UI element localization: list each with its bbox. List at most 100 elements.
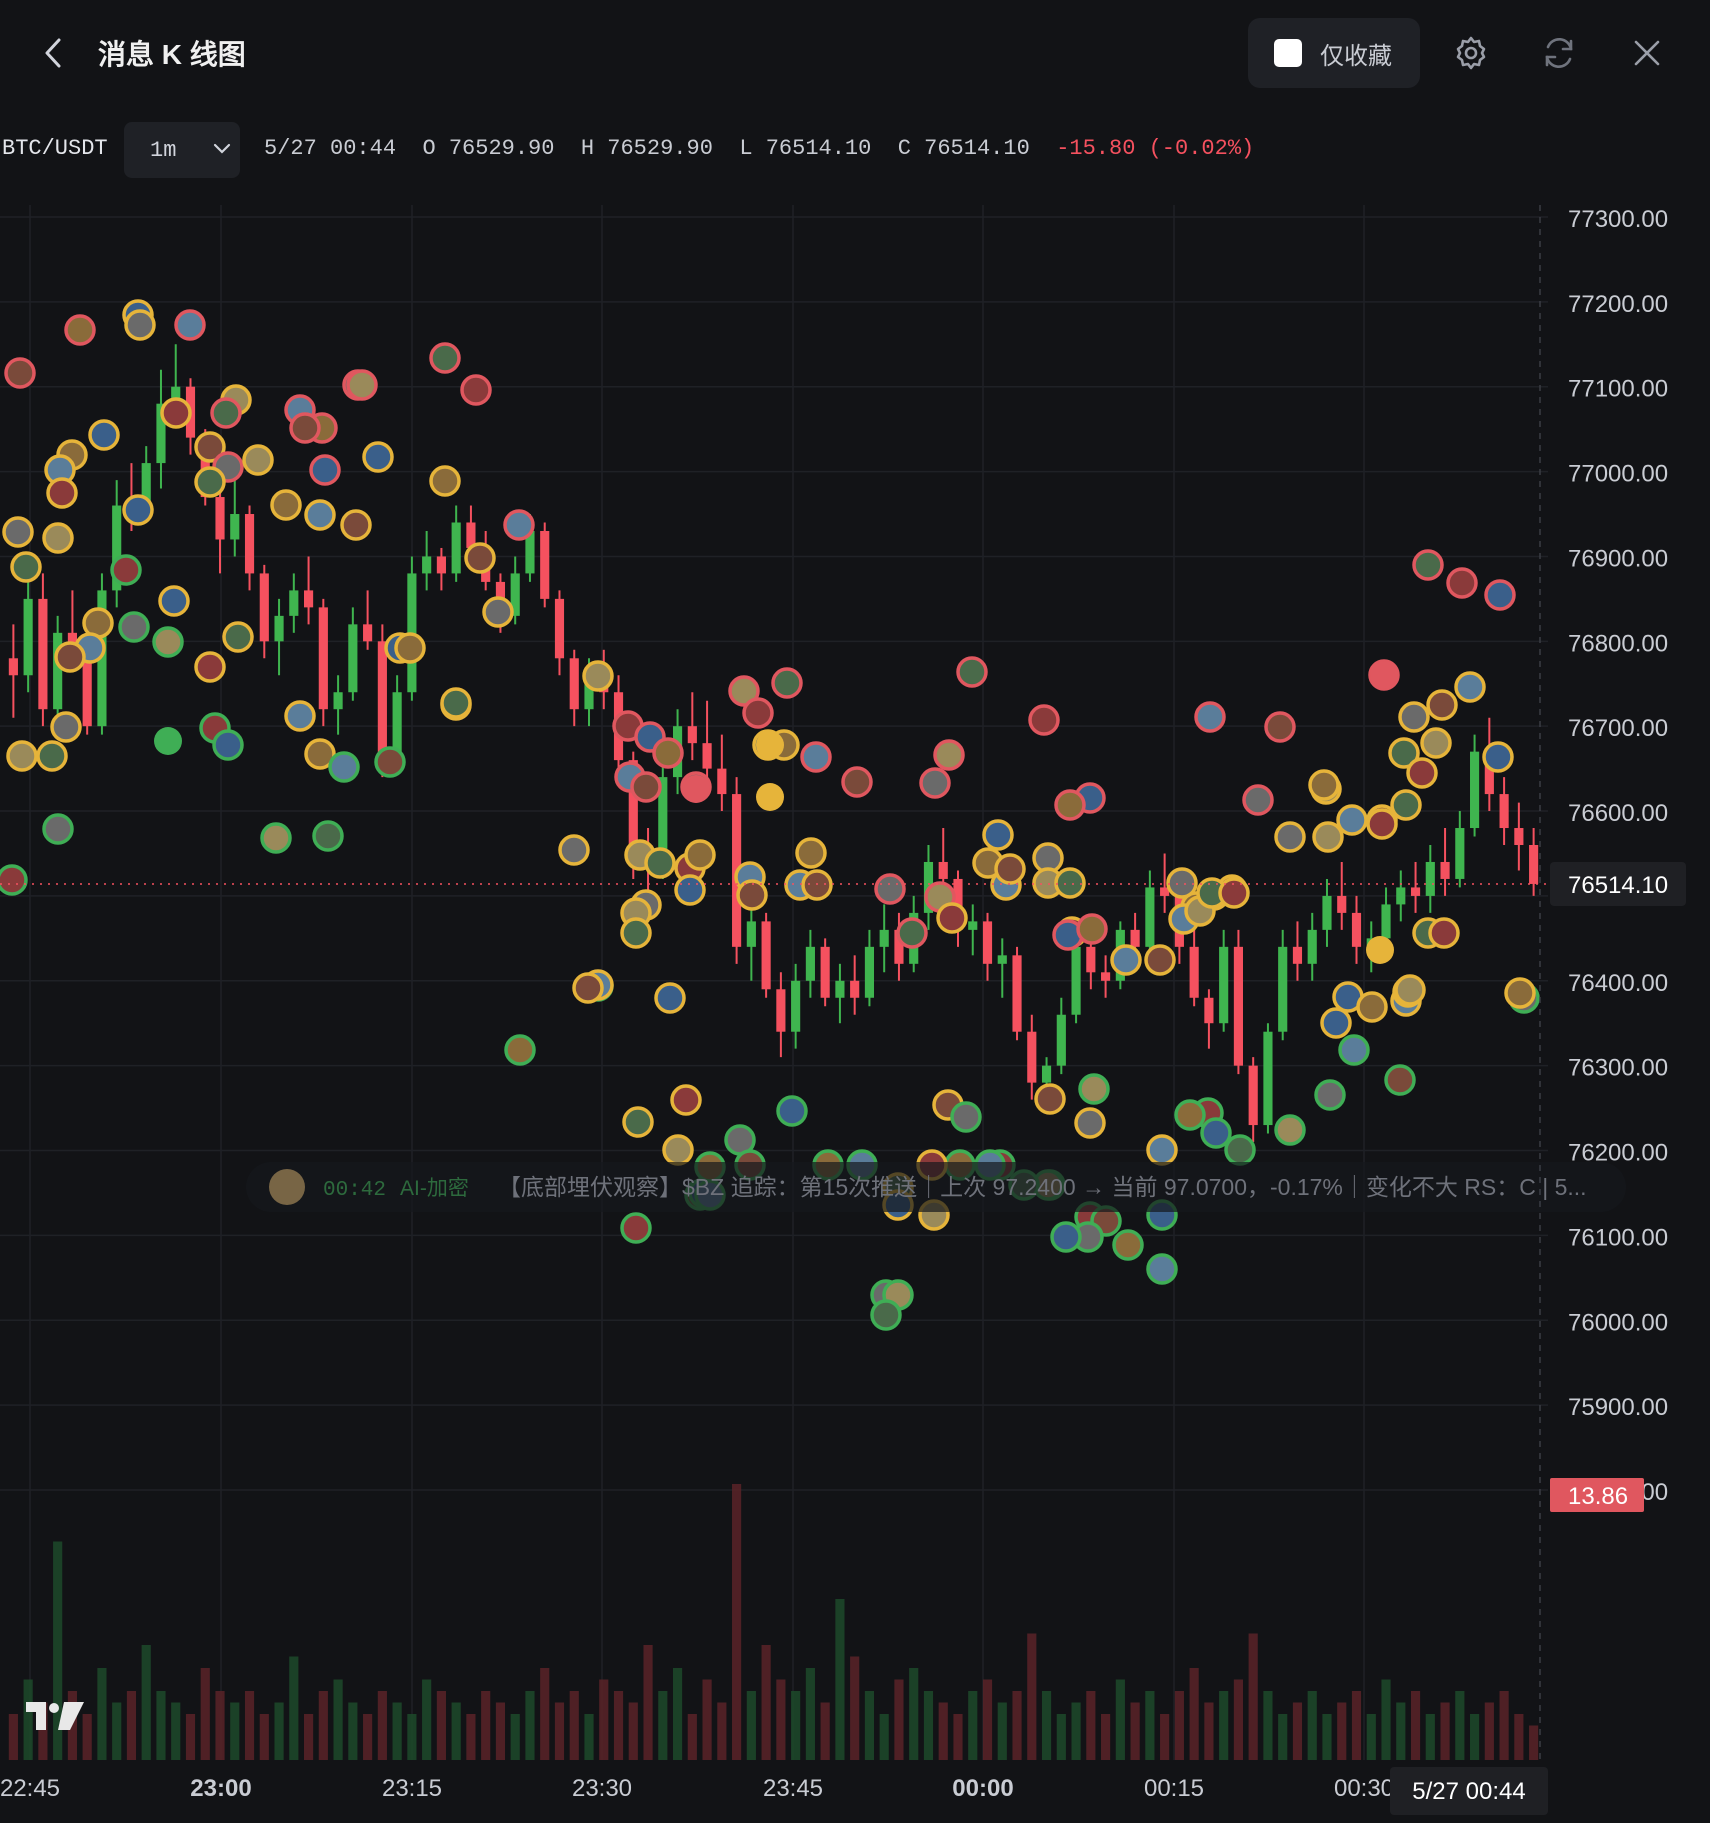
news-marker-avatar-icon[interactable] [1054,789,1086,821]
news-marker-avatar-icon[interactable] [1034,1083,1066,1115]
news-marker-avatar-icon[interactable] [662,1134,694,1166]
news-marker-avatar-icon[interactable] [2,516,34,548]
news-marker-avatar-icon[interactable] [42,522,74,554]
news-marker-avatar-icon[interactable] [1050,1221,1082,1253]
news-marker-dot[interactable] [154,727,182,755]
news-marker-avatar-icon[interactable] [558,834,590,866]
news-marker-avatar-icon[interactable] [936,902,968,934]
news-marker-avatar-icon[interactable] [654,982,686,1014]
news-marker-avatar-icon[interactable] [620,1212,652,1244]
news-marker-avatar-icon[interactable] [1028,704,1060,736]
news-marker-avatar-icon[interactable] [1146,1134,1178,1166]
news-marker-avatar-icon[interactable] [194,466,226,498]
news-marker-avatar-icon[interactable] [289,412,321,444]
news-marker-avatar-icon[interactable] [124,309,156,341]
news-marker-avatar-icon[interactable] [644,847,676,879]
news-marker-avatar-icon[interactable] [1366,808,1398,840]
news-marker-avatar-icon[interactable] [874,873,906,905]
news-marker-avatar-icon[interactable] [1054,867,1086,899]
news-marker-avatar-icon[interactable] [194,651,226,683]
news-marker-avatar-icon[interactable] [503,509,535,541]
news-marker-avatar-icon[interactable] [328,751,360,783]
news-marker-avatar-icon[interactable] [1308,769,1340,801]
time-axis[interactable]: 22:45 23:00 23:15 23:30 23:45 00:00 00:15 00:30 [0,1775,1394,1802]
news-marker-avatar-icon[interactable] [1224,1134,1256,1166]
news-marker-avatar-icon[interactable] [1336,804,1368,836]
news-marker-avatar-icon[interactable] [152,626,184,658]
news-marker-avatar-icon[interactable] [1504,977,1536,1009]
news-marker-avatar-icon[interactable] [504,1034,536,1066]
news-marker-avatar-icon[interactable] [309,454,341,486]
news-marker-avatar-icon[interactable] [374,746,406,778]
news-marker-avatar-icon[interactable] [362,441,394,473]
news-marker-avatar-icon[interactable] [440,687,472,719]
news-marker-avatar-icon[interactable] [194,431,226,463]
news-marker-avatar-icon[interactable] [1454,671,1486,703]
news-marker-avatar-icon[interactable] [1174,1099,1206,1131]
news-marker-avatar-icon[interactable] [88,419,120,451]
news-marker-avatar-icon[interactable] [670,1084,702,1116]
news-marker-dot[interactable] [756,731,784,759]
news-marker-avatar-icon[interactable] [1412,549,1444,581]
news-marker-avatar-icon[interactable] [118,611,150,643]
news-marker-avatar-icon[interactable] [1144,944,1176,976]
news-marker-avatar-icon[interactable] [1406,757,1438,789]
news-marker-avatar-icon[interactable] [582,660,614,692]
news-marker-avatar-icon[interactable] [242,444,274,476]
news-marker-avatar-icon[interactable] [0,864,28,896]
news-marker-avatar-icon[interactable] [1112,1229,1144,1261]
news-marker-avatar-icon[interactable] [1394,974,1426,1006]
close-button[interactable] [1624,30,1670,76]
news-marker-avatar-icon[interactable] [304,499,336,531]
news-marker-avatar-icon[interactable] [260,822,292,854]
news-marker-avatar-icon[interactable] [464,542,496,574]
news-marker-avatar-icon[interactable] [36,740,68,772]
news-marker-avatar-icon[interactable] [158,585,190,617]
news-marker-avatar-icon[interactable] [460,374,492,406]
news-marker-avatar-icon[interactable] [210,397,242,429]
news-marker-avatar-icon[interactable] [1274,1114,1306,1146]
news-marker-avatar-icon[interactable] [801,869,833,901]
news-marker-avatar-icon[interactable] [919,767,951,799]
news-marker-avatar-icon[interactable] [1484,579,1516,611]
news-marker-avatar-icon[interactable] [304,738,336,770]
news-marker-avatar-icon[interactable] [795,837,827,869]
news-marker-avatar-icon[interactable] [1338,1034,1370,1066]
news-marker-dot[interactable] [1370,661,1398,689]
news-marker-avatar-icon[interactable] [630,771,662,803]
news-marker-avatar-icon[interactable] [1398,701,1430,733]
news-marker-avatar-icon[interactable] [1384,1064,1416,1096]
news-marker-avatar-icon[interactable] [6,740,38,772]
news-marker-avatar-icon[interactable] [346,369,378,401]
news-marker-avatar-icon[interactable] [771,667,803,699]
refresh-button[interactable] [1536,30,1582,76]
news-marker-avatar-icon[interactable] [1312,821,1344,853]
news-marker-avatar-icon[interactable] [982,819,1014,851]
news-marker-avatar-icon[interactable] [622,1106,654,1138]
news-marker-avatar-icon[interactable] [620,917,652,949]
news-marker-dot[interactable] [1366,936,1394,964]
news-marker-avatar-icon[interactable] [1078,1073,1110,1105]
news-marker-avatar-icon[interactable] [4,357,36,389]
news-marker-avatar-icon[interactable] [950,1101,982,1133]
news-marker-avatar-icon[interactable] [212,729,244,761]
news-marker-avatar-icon[interactable] [933,739,965,771]
news-marker-avatar-icon[interactable] [1074,1107,1106,1139]
news-marker-avatar-icon[interactable] [1200,1117,1232,1149]
news-marker-avatar-icon[interactable] [896,917,928,949]
news-marker-avatar-icon[interactable] [1428,917,1460,949]
news-marker-avatar-icon[interactable] [312,820,344,852]
news-marker-avatar-icon[interactable] [174,309,206,341]
news-marker-avatar-icon[interactable] [736,879,768,911]
news-marker-avatar-icon[interactable] [742,697,774,729]
news-marker-avatar-icon[interactable] [160,397,192,429]
news-marker-avatar-icon[interactable] [270,489,302,521]
news-marker-avatar-icon[interactable] [1388,737,1420,769]
news-marker-avatar-icon[interactable] [800,741,832,773]
symbol-label[interactable]: BTC/USDT [2,136,108,161]
favorites-only-checkbox[interactable] [1274,39,1302,67]
news-marker-avatar-icon[interactable] [1194,701,1226,733]
news-marker-avatar-icon[interactable] [1314,1079,1346,1111]
news-marker-avatar-icon[interactable] [394,632,426,664]
news-marker-avatar-icon[interactable] [1264,711,1296,743]
